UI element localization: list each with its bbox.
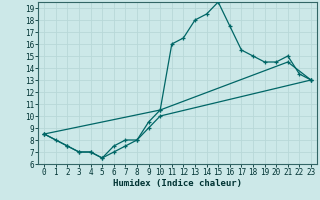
X-axis label: Humidex (Indice chaleur): Humidex (Indice chaleur) xyxy=(113,179,242,188)
